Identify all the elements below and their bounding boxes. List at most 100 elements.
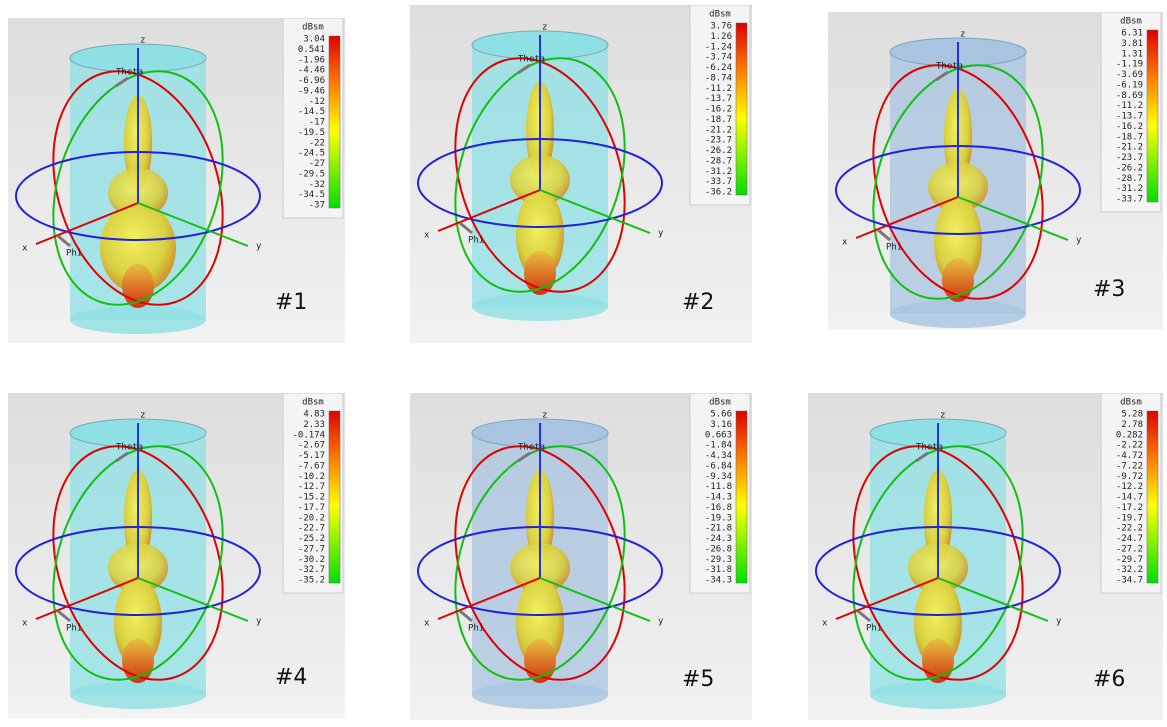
cylinder-bottom [70,681,206,709]
colorbar-label: 3.04 [303,35,325,45]
colorbar-label: -22 [309,138,325,148]
axis-label: Theta [116,68,143,78]
colorbar-label: -2.67 [298,441,325,451]
axis-label: Phi [468,624,484,634]
colorbar-label: -35.2 [298,576,325,586]
colorbar-label: 4.83 [303,410,325,420]
colorbar-label: -14.7 [1116,493,1143,503]
colorbar-label: -24.3 [705,534,732,544]
colorbar-label: -31.2 [705,167,732,177]
colorbar-label: -22.2 [1116,524,1143,534]
colorbar-label: -19.3 [705,513,732,523]
colorbar-label: -11.2 [705,84,732,94]
colorbar-label: -1.84 [705,441,732,451]
colorbar-label: -18.7 [1116,132,1143,142]
axis-label: Phi [468,236,484,246]
colorbar-label: -6.24 [705,63,732,73]
colorbar-label: -29.3 [705,555,732,565]
colorbar-label: -15.2 [298,493,325,503]
colorbar-label: -32.7 [298,565,325,575]
colorbar-label: -19.7 [1116,513,1143,523]
colorbar-label: -37 [309,201,325,211]
colorbar-label: 3.16 [710,420,732,430]
colorbar-label: 2.78 [1121,420,1143,430]
colorbar-label: -3.74 [705,53,732,63]
colorbar-label: -28.7 [1116,174,1143,184]
axis-label: Phi [66,249,82,259]
cylinder-bottom [890,300,1026,328]
colorbar-label: -21.8 [705,524,732,534]
colorbar-label: -34.3 [705,576,732,586]
cylinder-bottom [870,681,1006,709]
axis-label: y [256,242,262,252]
colorbar-label: 5.66 [710,410,732,420]
axis-label: Theta [116,443,143,453]
colorbar-label: -16.8 [705,503,732,513]
colorbar-label: -30.2 [298,555,325,565]
colorbar-label: -32.2 [1116,565,1143,575]
axis-label: z [542,23,547,33]
colorbar-label: -26.8 [705,544,732,554]
axis-label: Phi [866,624,882,634]
axis-label: Theta [936,62,963,72]
colorbar-label: -13.7 [1116,112,1143,122]
axis-label: Phi [66,624,82,634]
colorbar-label: -25.2 [298,534,325,544]
colorbar-label: -33.7 [1116,195,1143,205]
pattern-panel: zThetaxPhiydBsm6.313.811.31-1.19-3.69-6.… [828,12,1163,330]
colorbar-label: -7.67 [298,461,325,471]
colorbar [736,411,747,583]
colorbar-label: -12 [309,97,325,107]
colorbar-label: 0.663 [705,430,732,440]
axis-label: y [256,617,262,627]
colorbar-unit: dBsm [1120,398,1142,408]
colorbar-label: -34.5 [298,190,325,200]
colorbar-label: -9.34 [705,472,732,482]
panel-label: #6 [1093,667,1125,692]
colorbar [329,36,340,208]
colorbar-label: -27.7 [298,544,325,554]
cylinder-bottom [472,293,608,321]
axis-label: z [940,411,945,421]
panel-label: #1 [275,290,307,315]
figure: (() => { const data = JSON.parse(documen… [0,0,1167,727]
colorbar-unit: dBsm [709,10,731,20]
axis-label: Phi [886,243,902,253]
colorbar-label: -6.96 [298,76,325,86]
colorbar-label: -12.2 [1116,482,1143,492]
axis-label: x [424,619,430,629]
colorbar-unit: dBsm [302,398,324,408]
colorbar-label: -28.7 [705,156,732,166]
colorbar-label: -0.174 [292,430,325,440]
colorbar-label: -1.24 [705,42,732,52]
axis-label: x [822,619,828,629]
axis-label: y [1056,617,1062,627]
colorbar-label: -1.19 [1116,60,1143,70]
colorbar-label: 1.26 [710,32,732,42]
colorbar-label: -23.7 [1116,153,1143,163]
colorbar-label: -8.69 [1116,91,1143,101]
colorbar-label: -23.7 [705,136,732,146]
axis-label: z [960,30,965,40]
axis-label: Theta [916,443,943,453]
axis-label: x [22,244,28,254]
colorbar-label: -11.8 [705,482,732,492]
colorbar-label: -6.19 [1116,80,1143,90]
colorbar-label: -17.2 [1116,503,1143,513]
colorbar-label: -13.7 [705,94,732,104]
colorbar [329,411,340,583]
colorbar-label: -14.3 [705,493,732,503]
panel-label: #2 [682,290,714,315]
colorbar-label: -24.5 [298,149,325,159]
colorbar-unit: dBsm [709,398,731,408]
colorbar-label: -6.84 [705,461,732,471]
colorbar-label: -36.2 [705,188,732,198]
axis-label: z [140,36,145,46]
colorbar-label: -29.7 [1116,555,1143,565]
colorbar-label: -18.7 [705,115,732,125]
pattern-panel: zThetaxPhiydBsm3.761.26-1.24-3.74-6.24-8… [410,5,752,343]
axis-label: y [658,617,664,627]
